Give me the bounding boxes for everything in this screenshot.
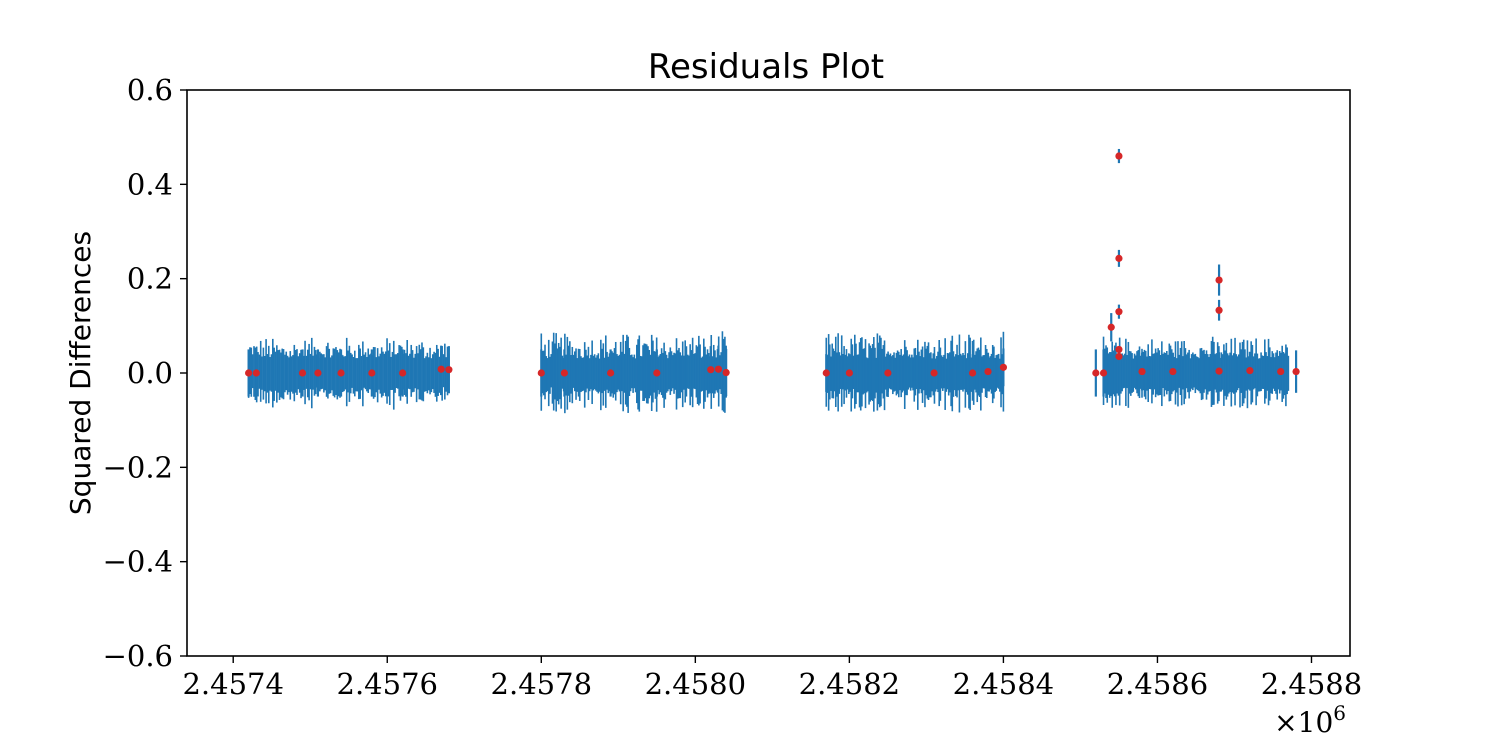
data-point xyxy=(1169,367,1177,376)
data-point xyxy=(298,369,307,377)
data-point xyxy=(1092,369,1100,377)
data-point xyxy=(607,369,615,377)
data-point xyxy=(969,369,977,377)
y-tick-label: −0.2 xyxy=(103,450,173,484)
data-point xyxy=(560,369,568,377)
data-point xyxy=(245,369,253,377)
x-tick-label: 2.4576 xyxy=(337,667,438,701)
x-tick-label: 2.4574 xyxy=(182,667,283,701)
data-point xyxy=(1107,323,1115,331)
x-tick-label: 2.4578 xyxy=(491,667,592,701)
x-offset-base: ×10 xyxy=(1274,706,1333,739)
chart-title: Residuals Plot xyxy=(648,47,884,87)
y-tick-label: 0.4 xyxy=(127,167,173,201)
data-point xyxy=(437,365,445,373)
x-tick-label: 2.4580 xyxy=(645,667,746,701)
data-point xyxy=(845,369,853,377)
plot-area xyxy=(245,148,1300,414)
y-tick-label: 0.2 xyxy=(127,262,173,296)
data-point xyxy=(1246,367,1254,375)
data-point xyxy=(999,363,1008,371)
data-point xyxy=(314,369,322,377)
data-point xyxy=(537,369,545,377)
data-point xyxy=(884,369,892,377)
data-point xyxy=(1115,152,1123,160)
y-tick-label: 0.6 xyxy=(127,73,173,107)
data-point xyxy=(1099,369,1108,377)
x-tick-label: 2.4586 xyxy=(1107,667,1208,701)
x-offset-exponent: 6 xyxy=(1333,701,1346,725)
data-point xyxy=(984,367,992,376)
y-tick-label: −0.4 xyxy=(103,545,173,579)
data-point xyxy=(368,369,376,377)
data-point xyxy=(1215,367,1223,375)
x-tick-label: 2.4582 xyxy=(799,667,900,701)
data-point xyxy=(337,369,345,377)
data-point xyxy=(252,369,260,377)
data-point xyxy=(822,369,830,377)
y-axis-label: Squared Differences xyxy=(64,231,97,515)
data-point xyxy=(1292,367,1300,376)
data-point xyxy=(1215,306,1223,314)
data-point xyxy=(1115,352,1123,361)
x-tick-label: 2.4588 xyxy=(1261,667,1362,701)
data-point xyxy=(714,365,723,373)
data-point xyxy=(653,369,661,377)
x-tick-label: 2.4584 xyxy=(953,667,1054,701)
y-tick-label: 0.0 xyxy=(127,356,173,390)
x-offset-label: ×106 xyxy=(1274,701,1346,739)
data-point xyxy=(722,368,730,377)
data-point xyxy=(1115,308,1123,316)
data-point xyxy=(1115,345,1123,354)
data-point xyxy=(1138,367,1146,376)
data-point xyxy=(707,366,715,374)
axes: 2.4574 2.4576 2.4578 2.4580 2.4582 2.4584 2.45… xyxy=(103,73,1363,701)
data-point xyxy=(930,369,938,377)
data-point xyxy=(1215,276,1223,284)
data-point xyxy=(399,369,407,377)
data-point xyxy=(445,366,453,374)
y-tick-label: −0.6 xyxy=(103,639,173,673)
data-point xyxy=(1115,254,1123,262)
data-point xyxy=(1277,367,1285,376)
